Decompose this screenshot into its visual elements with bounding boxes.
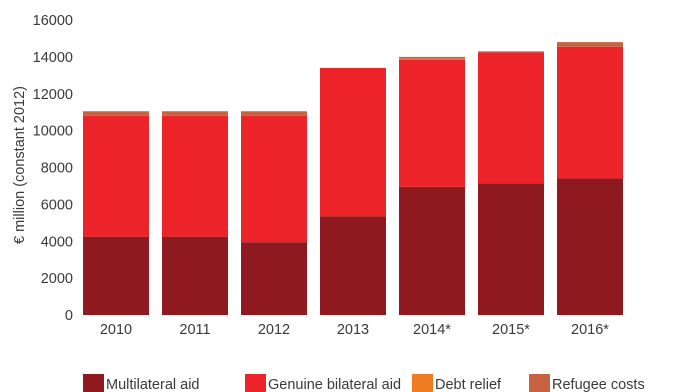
y-tick-label: 10000 <box>33 124 73 140</box>
legend-label: Multilateral aid <box>106 377 200 392</box>
bar-segment <box>478 52 544 184</box>
bar-segment <box>162 111 228 116</box>
x-tick-label: 2014* <box>413 322 451 338</box>
bar-segment <box>162 115 228 237</box>
y-tick-label: 2000 <box>41 271 73 287</box>
y-tick-label: 12000 <box>33 87 73 103</box>
y-tick-label: 6000 <box>41 197 73 213</box>
x-tick-label: 2015* <box>492 322 530 338</box>
bar-segment <box>241 111 307 116</box>
x-tick-label: 2010 <box>100 322 132 338</box>
x-axis-ticks: 2010 2011 2012 2013 2014* 2015* 2016* <box>100 322 609 338</box>
legend-swatch <box>529 374 550 392</box>
bar-segment <box>557 178 623 315</box>
legend-swatch <box>83 374 104 392</box>
bar-segment <box>557 46 623 179</box>
bar-segment <box>478 51 544 53</box>
x-tick-label: 2011 <box>179 322 210 338</box>
y-tick-label: 4000 <box>41 234 73 250</box>
bar-segment <box>557 42 623 47</box>
bar-segment <box>162 236 228 315</box>
bar-segment <box>241 115 307 243</box>
bar-segment <box>241 242 307 315</box>
x-tick-label: 2016* <box>571 322 609 338</box>
bar-segment <box>478 183 544 315</box>
bar-segment <box>83 111 149 116</box>
y-axis-title: € million (constant 2012) <box>12 86 28 244</box>
bar-segment <box>399 186 465 315</box>
y-tick-label: 0 <box>65 308 73 324</box>
legend-label: Genuine bilateral aid <box>268 377 401 392</box>
legend: Multilateral aid Genuine bilateral aid Deb… <box>83 374 645 392</box>
bars <box>83 42 623 315</box>
bar-segment <box>83 236 149 315</box>
y-axis-ticks: 0 2000 4000 6000 8000 10000 12000 14000 16000 <box>33 13 73 324</box>
legend-swatch <box>245 374 266 392</box>
x-tick-label: 2013 <box>337 322 369 338</box>
bar-segment <box>320 67 386 217</box>
legend-label: Debt relief <box>435 377 502 392</box>
bar-segment <box>320 216 386 315</box>
bar-segment <box>399 56 465 59</box>
y-tick-label: 8000 <box>41 161 73 177</box>
y-tick-label: 14000 <box>33 50 73 66</box>
bar-segment <box>399 58 465 60</box>
y-tick-label: 16000 <box>33 13 73 29</box>
bar-segment <box>83 115 149 237</box>
legend-label: Refugee costs <box>552 377 645 392</box>
x-tick-label: 2012 <box>258 322 290 338</box>
bar-segment <box>399 59 465 187</box>
legend-swatch <box>412 374 433 392</box>
